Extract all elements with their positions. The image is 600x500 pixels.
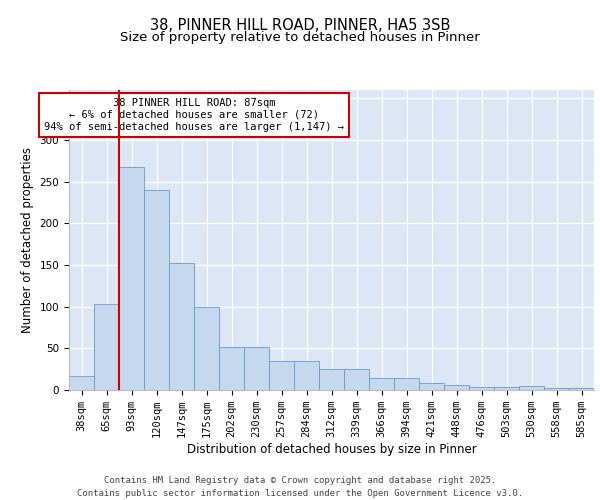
Bar (544, 388, 569, 390)
Bar (569, 388, 594, 390)
Y-axis label: Number of detached properties: Number of detached properties (21, 147, 34, 333)
Bar (444, 385, 469, 390)
Bar (119, 166, 144, 390)
Bar (469, 386, 494, 390)
Text: Contains HM Land Registry data © Crown copyright and database right 2025.
Contai: Contains HM Land Registry data © Crown c… (77, 476, 523, 498)
Bar (494, 386, 519, 390)
Bar (394, 378, 419, 390)
Bar (369, 378, 394, 390)
Bar (319, 369, 344, 390)
Text: Size of property relative to detached houses in Pinner: Size of property relative to detached ho… (120, 31, 480, 44)
Bar (69, 376, 94, 390)
Bar (519, 386, 544, 390)
X-axis label: Distribution of detached houses by size in Pinner: Distribution of detached houses by size … (187, 443, 476, 456)
Bar (94, 304, 119, 390)
Bar (294, 361, 319, 390)
Bar (269, 361, 294, 390)
Text: 38 PINNER HILL ROAD: 87sqm
← 6% of detached houses are smaller (72)
94% of semi-: 38 PINNER HILL ROAD: 87sqm ← 6% of detac… (44, 98, 344, 132)
Bar (244, 346, 269, 390)
Bar (419, 384, 444, 390)
Text: 38, PINNER HILL ROAD, PINNER, HA5 3SB: 38, PINNER HILL ROAD, PINNER, HA5 3SB (150, 18, 450, 32)
Bar (169, 264, 194, 390)
Bar (344, 369, 369, 390)
Bar (194, 306, 219, 390)
Bar (144, 190, 169, 390)
Bar (219, 346, 244, 390)
